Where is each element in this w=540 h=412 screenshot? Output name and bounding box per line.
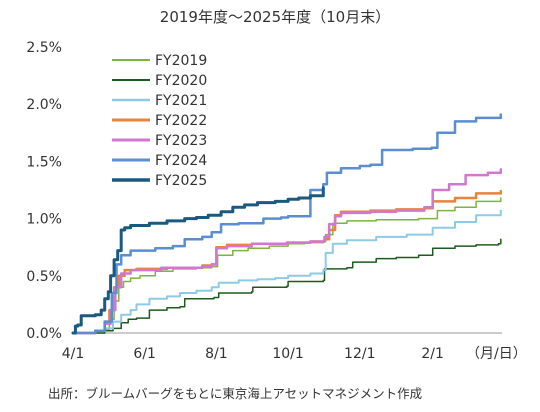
legend-label-fy2021: FY2021	[155, 93, 207, 109]
series-line-fy2020	[72, 238, 502, 334]
x-tick-label: 12/1	[344, 346, 375, 362]
x-tick-label: 10/1	[272, 346, 303, 362]
x-tick-label: 6/1	[133, 346, 156, 362]
source-note: 出所：ブルームバーグをもとに東京海上アセットマネジメント作成	[48, 386, 422, 401]
legend-label-fy2024: FY2024	[155, 153, 207, 169]
legend: FY2019 FY2020 FY2021 FY2022 FY2023 FY2024 FY20…	[112, 53, 207, 189]
axes: 0.0% 0.5% 1.0% 1.5% 2.0% 2.5% 4/1 6/1 8/1 10/1 12/…	[26, 40, 502, 362]
chart-title: 2019年度～2025年度（10月末）	[160, 8, 390, 26]
series-line-fy2023	[71, 168, 503, 335]
series-line-fy2021	[72, 209, 502, 334]
y-tick-label: 0.5%	[26, 269, 62, 285]
y-tick-label: 1.0%	[26, 212, 62, 228]
series-layer	[71, 113, 503, 335]
legend-label-fy2020: FY2020	[155, 73, 207, 89]
series-line-fy2025	[71, 186, 325, 335]
series-line-fy2022	[71, 189, 503, 335]
y-tick-label: 2.5%	[26, 40, 62, 56]
y-tick-label: 1.5%	[26, 154, 62, 170]
x-axis-unit-label: （月/日）	[466, 346, 527, 362]
legend-label-fy2023: FY2023	[155, 133, 207, 149]
series-line-fy2024	[71, 113, 503, 335]
legend-label-fy2022: FY2022	[155, 113, 207, 129]
legend-label-fy2019: FY2019	[155, 53, 207, 69]
y-tick-label: 0.0%	[26, 326, 62, 342]
x-tick-label: 8/1	[205, 346, 228, 362]
legend-label-fy2025: FY2025	[155, 173, 207, 189]
x-tick-label: 2/1	[421, 346, 444, 362]
y-tick-label: 2.0%	[26, 97, 62, 113]
x-tick-label: 4/1	[62, 346, 85, 362]
